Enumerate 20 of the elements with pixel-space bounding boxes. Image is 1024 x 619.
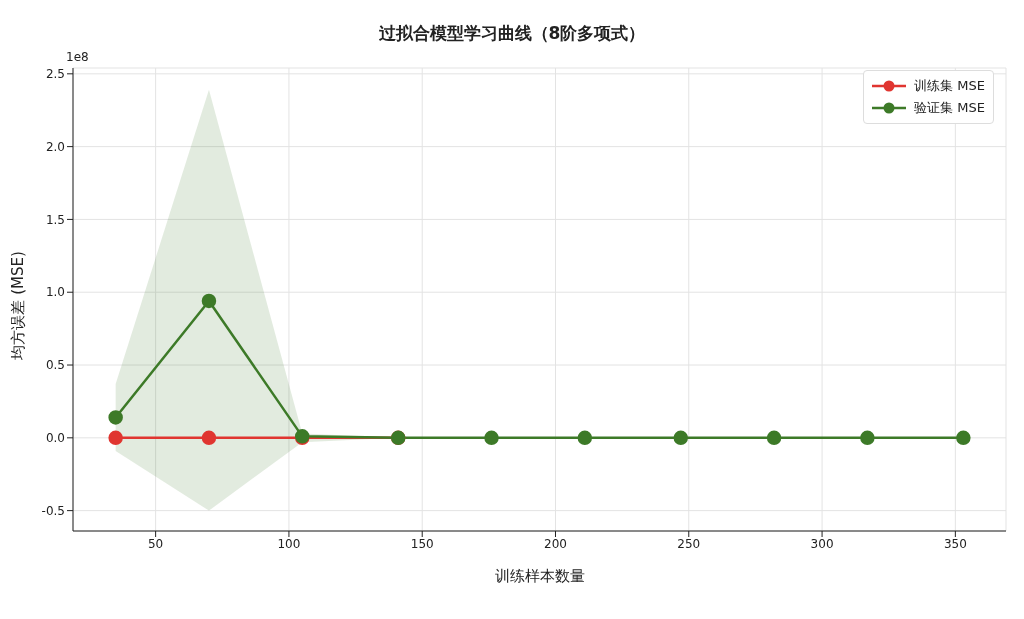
x-tick-label: 350 [943, 536, 967, 551]
y-tick-label: 0.0 [45, 431, 65, 446]
x-tick-label: 250 [677, 536, 701, 551]
y-tick-label: -0.5 [41, 503, 65, 518]
y-axis-title: 均方误差 (MSE) [9, 251, 28, 361]
x-tick-label: 300 [810, 536, 834, 551]
y-tick-label: 0.5 [45, 358, 65, 373]
y-tick-label: 2.0 [45, 139, 65, 154]
chart-title: 过拟合模型学习曲线（8阶多项式） [378, 23, 646, 43]
x-tick-label: 50 [148, 536, 164, 551]
x-tick-label: 150 [410, 536, 434, 551]
legend-label: 验证集 MSE [914, 99, 985, 117]
text: 1e8 [66, 50, 89, 64]
x-tick-label: 100 [277, 536, 301, 551]
y-tick-label: 1.0 [45, 285, 65, 300]
y-tick-label: 1.5 [45, 212, 65, 227]
x-tick-label: 200 [544, 536, 567, 551]
x-axis-title: 训练样本数量 [494, 567, 585, 585]
legend-label: 训练集 MSE [914, 77, 985, 95]
y-tick-label: 2.5 [45, 67, 65, 82]
